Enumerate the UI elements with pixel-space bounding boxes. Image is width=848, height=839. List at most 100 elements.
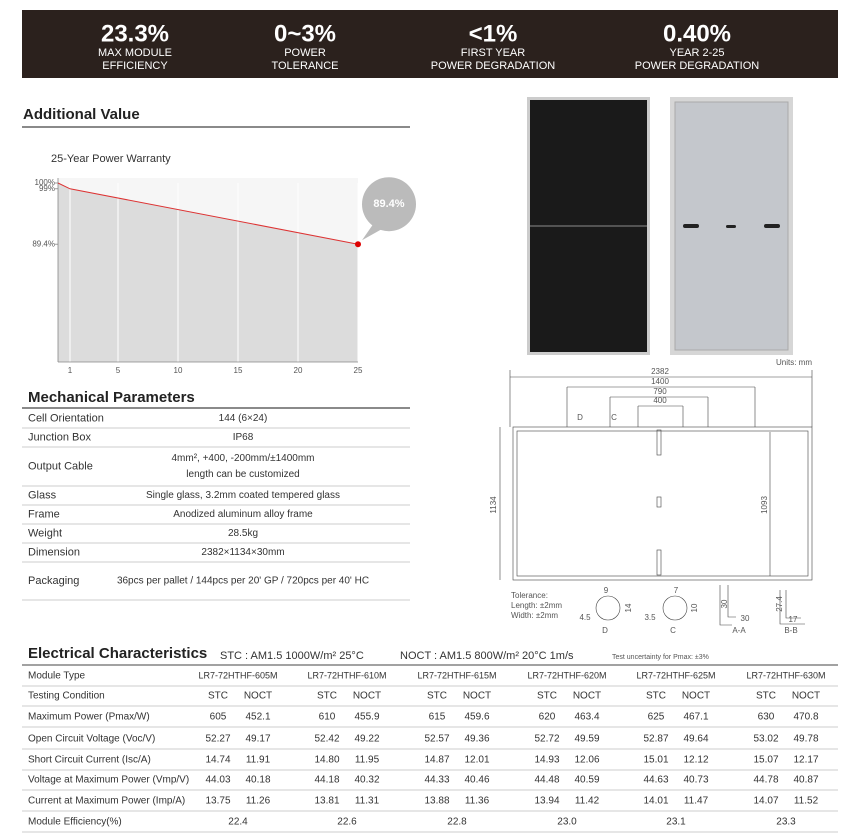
cell-value: 40.46 — [464, 775, 489, 786]
cell-value: 620 — [539, 712, 556, 723]
dimension-label: 1400 — [651, 377, 669, 386]
cell-value: 14.93 — [534, 755, 559, 766]
cell-value: 14.07 — [753, 796, 778, 807]
cell-value: 22.6 — [337, 817, 357, 828]
cell-value: 52.27 — [205, 734, 230, 745]
x-tick-label: 25 — [354, 366, 363, 375]
cell-value: 13.75 — [205, 796, 230, 807]
row-label: Module Efficiency(%) — [28, 817, 122, 828]
detail-label: B-B — [784, 626, 797, 635]
units-label: Units: mm — [776, 358, 812, 367]
callout-bubble — [362, 177, 416, 232]
row-label: Voltage at Maximum Power (Vmp/V) — [28, 775, 189, 786]
x-tick-label: 5 — [116, 366, 121, 375]
cell-value: 11.95 — [355, 755, 380, 766]
cell-value: 13.88 — [424, 796, 449, 807]
param-value: 28.5kg — [228, 528, 258, 539]
y-tick-label: 89.4% — [32, 239, 55, 248]
row-label: Testing Condition — [28, 691, 105, 702]
cell-value: 49.17 — [245, 734, 270, 745]
condition-name: NOCT — [573, 691, 601, 702]
dimension-label: 1134 — [489, 496, 498, 514]
param-label: Cell Orientation — [28, 412, 104, 424]
tolerance-text: Width: ±2mm — [511, 611, 558, 620]
cell-value: 23.3 — [776, 817, 796, 828]
detail-label: 7 — [674, 586, 679, 595]
condition-name: STC — [427, 691, 447, 702]
cell-value: 40.32 — [354, 775, 379, 786]
panel-front — [527, 97, 650, 355]
cell-value: 455.9 — [354, 712, 379, 723]
cell-value: 52.72 — [534, 734, 559, 745]
detail-label: 9 — [604, 586, 609, 595]
model-name: LR7-72HTHF-610M — [307, 670, 386, 680]
stat-label: MAX MODULE — [98, 47, 172, 59]
param-value: Single glass, 3.2mm coated tempered glas… — [146, 490, 340, 501]
detail-label: A-A — [732, 626, 746, 635]
cell-value: 11.52 — [794, 796, 819, 807]
cell-value: 22.4 — [228, 817, 248, 828]
cell-value: 11.47 — [684, 796, 709, 807]
cell-value: 12.06 — [574, 755, 599, 766]
y-tick-label: 100% — [35, 178, 55, 187]
model-name: LR7-72HTHF-625M — [636, 670, 715, 680]
detail-label: 10 — [690, 603, 699, 612]
cell-value: 11.31 — [355, 796, 380, 807]
cell-value: 13.81 — [314, 796, 339, 807]
cell-value: 40.18 — [245, 775, 270, 786]
stat-label: POWER — [284, 47, 326, 59]
cell-value: 452.1 — [245, 712, 270, 723]
dimension-label: 2382 — [651, 367, 669, 376]
warranty-line — [57, 182, 359, 245]
cell-value: 605 — [210, 712, 227, 723]
y-tick-label: 99% — [39, 184, 55, 193]
x-tick-label: 20 — [294, 366, 303, 375]
stat-label: TOLERANCE — [271, 60, 338, 72]
cell-value: 44.18 — [314, 775, 339, 786]
detail-label: C — [670, 626, 676, 635]
condition-name: STC — [756, 691, 776, 702]
cell-value: 49.36 — [464, 734, 489, 745]
panel-back — [670, 97, 793, 355]
cell-value: 14.01 — [643, 796, 668, 807]
section-marker: C — [611, 413, 617, 422]
detail-label: 17 — [789, 615, 798, 624]
dimension-label: 790 — [653, 387, 667, 396]
test-note: Test uncertainty for Pmax: ±3% — [612, 654, 709, 661]
param-label: Weight — [28, 527, 62, 539]
condition-name: STC — [317, 691, 337, 702]
tolerance-text: Tolerance: — [511, 591, 548, 600]
header-band — [22, 10, 838, 78]
condition-name: STC — [208, 691, 228, 702]
detail-label: 27.4 — [775, 596, 784, 612]
section-title: Electrical Characteristics — [28, 645, 207, 662]
cell-value: 40.59 — [574, 775, 599, 786]
cell-value: 15.07 — [753, 755, 778, 766]
param-value: 36pcs per pallet / 144pcs per 20' GP / 7… — [117, 576, 369, 587]
dimension-label: 400 — [653, 396, 667, 405]
cell-value: 40.73 — [683, 775, 708, 786]
cell-value: 12.17 — [793, 755, 818, 766]
stat-value: 0.40% — [663, 20, 731, 47]
test-condition: STC : AM1.5 1000W/m² 25°C — [220, 650, 364, 662]
stat-label: FIRST YEAR — [461, 47, 525, 59]
callout-label: 89.4% — [373, 198, 404, 210]
cell-value: 13.94 — [534, 796, 559, 807]
row-label: Module Type — [28, 671, 86, 682]
cell-value: 11.91 — [246, 755, 271, 766]
tolerance-text: Length: ±2mm — [511, 601, 562, 610]
cell-value: 11.36 — [465, 796, 490, 807]
cell-value: 23.1 — [666, 817, 686, 828]
cell-value: 49.78 — [793, 734, 818, 745]
condition-name: STC — [646, 691, 666, 702]
detail-label: D — [602, 626, 608, 635]
stat-label: EFFICIENCY — [102, 60, 168, 72]
param-label: Packaging — [28, 575, 79, 587]
param-value: length can be customized — [186, 469, 299, 480]
detail-label: 30 — [741, 614, 750, 623]
cell-value: 49.64 — [683, 734, 708, 745]
row-label: Open Circuit Voltage (Voc/V) — [28, 734, 155, 745]
warranty-end-point — [355, 241, 361, 248]
dimension-drawing — [499, 370, 813, 626]
